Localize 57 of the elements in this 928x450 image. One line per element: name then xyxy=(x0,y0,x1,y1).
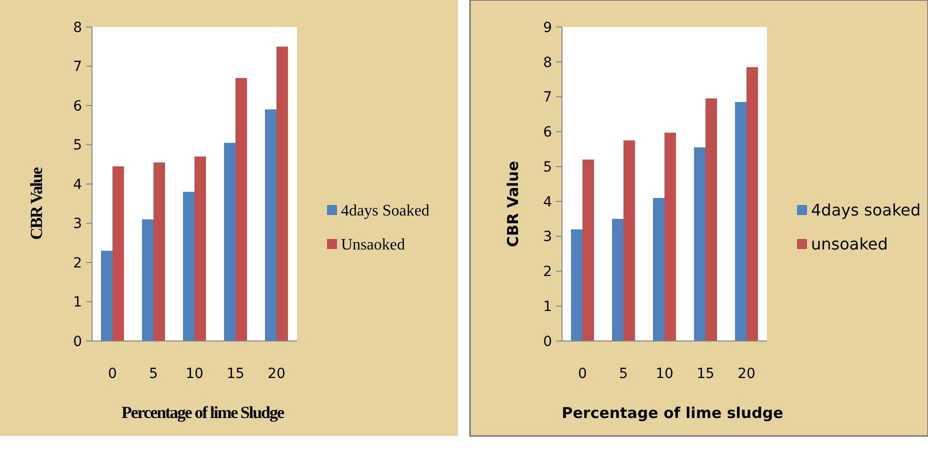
bar xyxy=(653,198,664,341)
x-tick-label: 20 xyxy=(738,366,756,382)
y-tick-label: 5 xyxy=(543,159,552,176)
bar xyxy=(101,250,112,341)
y-tick-label: 7 xyxy=(73,59,82,76)
x-tick-label: 0 xyxy=(578,366,587,382)
x-tick-label: 20 xyxy=(268,366,286,382)
y-tick-label: 2 xyxy=(543,264,552,280)
x-tick-label: 15 xyxy=(696,366,714,382)
bar xyxy=(265,109,276,341)
x-axis-title: Percentage of lime sludge xyxy=(562,404,784,422)
y-tick-label: 1 xyxy=(543,299,552,316)
bar xyxy=(154,162,165,341)
bar xyxy=(706,98,717,341)
legend-label: 4days Soaked xyxy=(341,202,430,220)
bar xyxy=(224,142,236,341)
y-tick-label: 0 xyxy=(543,334,552,350)
y-tick-label: 4 xyxy=(73,176,82,193)
bar xyxy=(194,156,206,341)
bar xyxy=(183,192,194,341)
y-tick-label: 2 xyxy=(73,255,82,272)
bar xyxy=(142,219,154,341)
y-tick-label: 1 xyxy=(73,294,82,311)
y-axis-title: CBR Value xyxy=(504,160,522,248)
y-tick-label: 8 xyxy=(73,20,82,36)
x-tick-label: 15 xyxy=(226,366,244,382)
legend-label: 4days soaked xyxy=(811,200,921,220)
x-tick-label: 5 xyxy=(149,366,158,382)
bar xyxy=(694,147,706,341)
y-tick-label: 8 xyxy=(543,54,552,71)
y-tick-label: 3 xyxy=(73,216,82,232)
y-tick-label: 0 xyxy=(73,334,82,350)
y-tick-label: 7 xyxy=(543,90,552,106)
y-tick-label: 5 xyxy=(73,138,82,154)
y-axis-title: CBR Value xyxy=(27,166,46,240)
x-tick-label: 5 xyxy=(619,366,628,382)
bar xyxy=(664,132,676,341)
bar xyxy=(571,229,582,341)
bar xyxy=(112,166,124,341)
legend-label: Unsaoked xyxy=(341,236,405,254)
y-tick-label: 9 xyxy=(543,20,552,36)
y-tick-label: 4 xyxy=(543,194,552,210)
legend-label: unsoaked xyxy=(811,234,888,254)
bar xyxy=(612,218,624,341)
x-axis-title: Percentage of lime Sludge xyxy=(121,403,286,422)
x-tick-label: 10 xyxy=(186,366,204,382)
bar xyxy=(276,46,288,341)
y-tick-label: 6 xyxy=(543,124,552,141)
y-tick-label: 6 xyxy=(73,98,82,114)
bar xyxy=(236,78,247,341)
bar xyxy=(582,160,594,341)
y-tick-label: 3 xyxy=(543,229,552,246)
bar xyxy=(746,67,758,341)
bar xyxy=(735,102,746,341)
x-tick-label: 0 xyxy=(108,366,117,382)
x-tick-label: 10 xyxy=(656,366,674,382)
bar xyxy=(624,140,635,341)
